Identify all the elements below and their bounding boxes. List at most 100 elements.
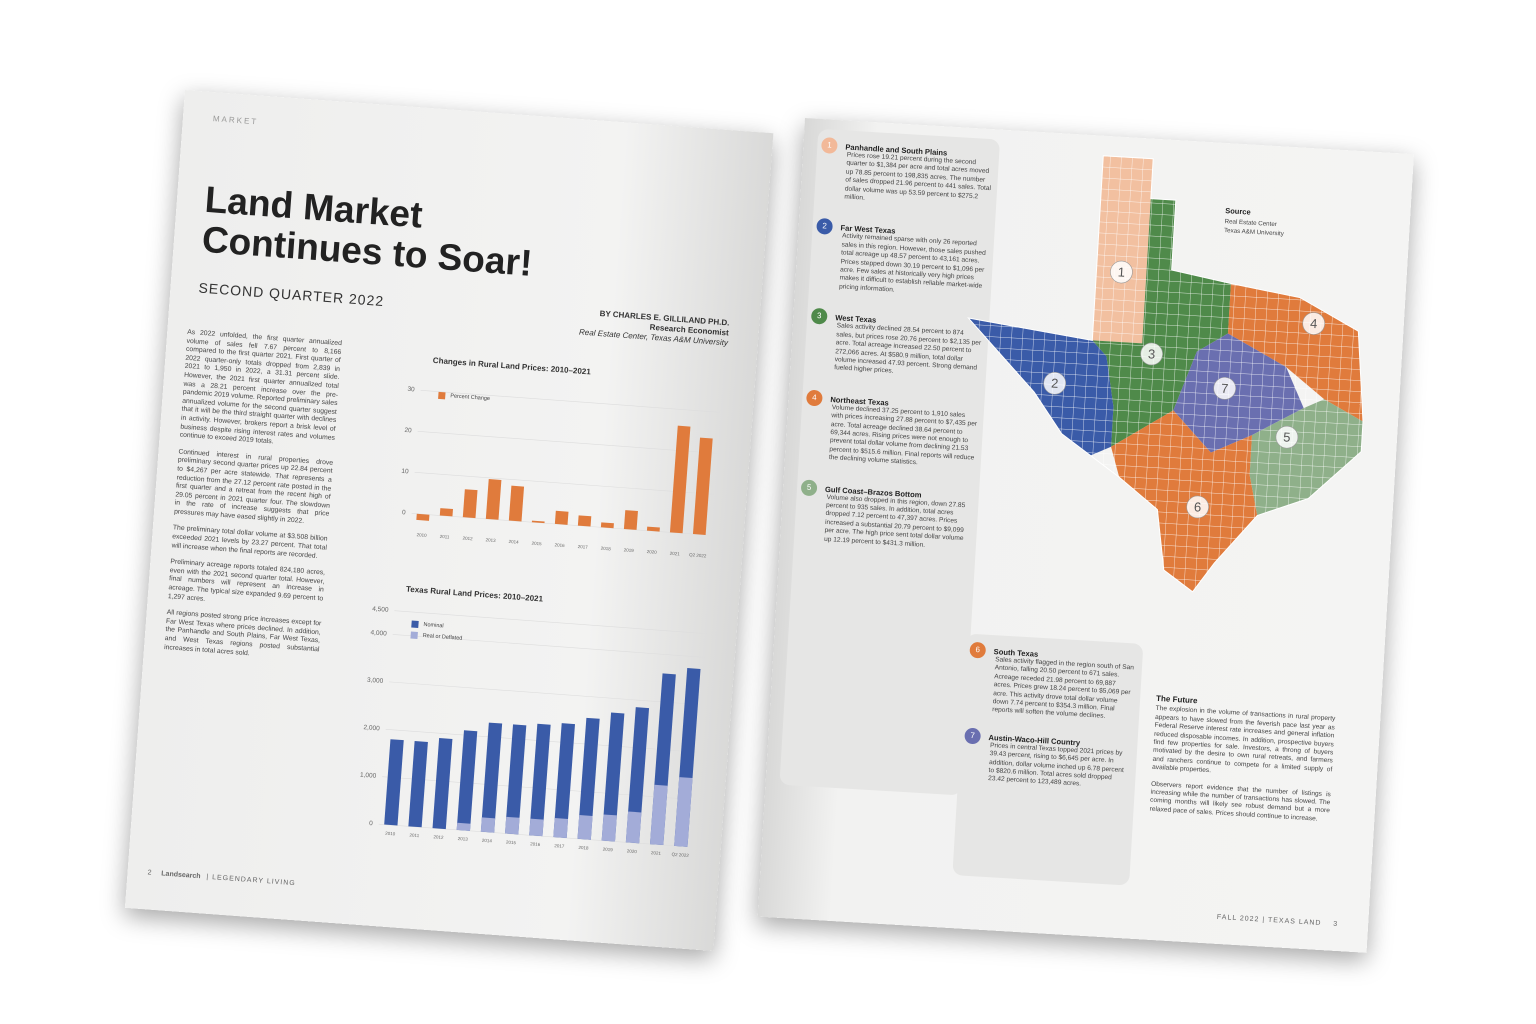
body-paragraph: The preliminary total dollar volume at $… <box>171 524 328 560</box>
x-tick-label: 2019 <box>603 847 614 853</box>
y-tick-label: 1,000 <box>360 772 377 780</box>
body-paragraph: Continued interest in rural properties d… <box>173 448 334 525</box>
bar <box>456 730 478 831</box>
section-label: MARKET <box>212 114 259 127</box>
bar <box>462 489 478 519</box>
grid-line <box>392 634 707 658</box>
map-label: 3 <box>1148 346 1156 361</box>
future-section: The Future The explosion in the volume o… <box>1149 694 1336 833</box>
x-tick-label: 2019 <box>624 547 635 553</box>
grid-line <box>414 472 714 495</box>
bar <box>577 515 592 527</box>
map-label: 2 <box>1051 376 1059 391</box>
bar <box>384 739 404 826</box>
region-number: 4 <box>805 389 823 407</box>
byline-block: BY CHARLES E. GILLILAND PH.D. Research E… <box>579 308 730 349</box>
bar <box>485 479 502 520</box>
map-label: 5 <box>1283 429 1291 444</box>
map-label: 7 <box>1221 381 1229 396</box>
x-tick-label: 2012 <box>433 834 444 840</box>
article-subtitle: SECOND QUARTER 2022 <box>197 279 385 310</box>
page-number: 3 <box>1333 920 1339 929</box>
region-column-2: 6 South Texas Sales activity flagged in th… <box>952 633 1144 886</box>
region-number: 5 <box>800 478 818 496</box>
grid-line <box>394 610 709 635</box>
bar <box>600 522 614 529</box>
left-page: MARKET Land Market Continues to Soar! SE… <box>124 90 774 952</box>
y-tick-label: 4,000 <box>370 629 387 637</box>
body-column: As 2022 unfolded, the first quarter annu… <box>163 329 342 672</box>
x-tick-label: 2017 <box>578 544 589 550</box>
y-tick-label: 30 <box>407 386 415 394</box>
x-tick-label: 2012 <box>462 536 473 542</box>
region-text: Sales activity flagged in the region sou… <box>992 656 1135 721</box>
right-page: 1 Panhandle and South Plains Prices rose 1… <box>757 118 1414 953</box>
y-tick-label: 3,000 <box>367 677 384 685</box>
bar <box>456 822 471 831</box>
region-number: 1 <box>820 137 838 154</box>
x-tick-label: 2013 <box>458 836 469 842</box>
percent-change-chart: Changes in Rural Land Prices: 2010–2021 0… <box>401 356 720 558</box>
bar <box>646 526 660 532</box>
x-tick-label: 2011 <box>409 832 420 838</box>
bar <box>601 712 625 842</box>
county-lines <box>967 155 1364 593</box>
article-title: Land Market Continues to Soar! <box>200 178 534 284</box>
x-tick-label: 2015 <box>506 840 517 846</box>
footer-right: FALL 2022 | TEXAS LAND 3 <box>1217 914 1339 928</box>
bar <box>529 818 544 837</box>
x-tick-label: 2016 <box>530 841 541 847</box>
bar <box>505 816 520 835</box>
x-tick-label: Q2 2022 <box>689 552 707 558</box>
region-entry: 6 South Texas Sales activity flagged in th… <box>969 641 1137 723</box>
bar <box>692 437 713 535</box>
region-entry: 3 West Texas Sales activity declined 28.54… <box>810 308 983 382</box>
brand: Landsearch <box>161 870 201 881</box>
bar <box>508 485 525 522</box>
y-tick-label: 20 <box>404 427 412 435</box>
grid-line <box>411 513 711 536</box>
region-text: Prices in central Texas topped 2021 pric… <box>987 741 1124 789</box>
region-entry: 5 Gulf Coast–Brazos Bottom Volume also dro… <box>800 478 973 553</box>
bar <box>531 520 545 524</box>
x-tick-label: 2021 <box>670 551 681 557</box>
source-line: Texas A&M University <box>1224 227 1285 238</box>
bar <box>577 815 593 840</box>
bar <box>554 510 569 525</box>
x-tick-label: 2021 <box>651 850 662 856</box>
texas-map: 1 2 3 4 5 6 7 Source Real Estate Center … <box>967 155 1364 593</box>
body-paragraph: As 2022 unfolded, the first quarter annu… <box>179 328 343 446</box>
x-tick-label: 2020 <box>647 549 658 555</box>
x-tick-label: 2017 <box>554 843 565 849</box>
x-tick-label: 2015 <box>531 541 542 547</box>
x-tick-label: 2014 <box>482 838 493 844</box>
map-label: 4 <box>1310 316 1318 331</box>
bar <box>669 425 691 534</box>
y-tick-label: 4,500 <box>372 606 389 614</box>
map-label: 1 <box>1117 264 1125 279</box>
bar <box>505 724 527 835</box>
region-number: 7 <box>964 727 982 745</box>
bar <box>625 707 650 844</box>
bar <box>553 723 575 838</box>
y-tick-label: 10 <box>401 468 409 476</box>
region-number: 6 <box>969 641 987 659</box>
bar <box>623 510 638 530</box>
region-entry: 4 Northeast Texas Volume declined 37.25 pe… <box>805 389 979 471</box>
bar <box>529 723 551 837</box>
grid-line <box>389 681 704 706</box>
region-entry: 1 Panhandle and South Plains Prices rose 1… <box>820 137 993 211</box>
bar <box>480 722 503 833</box>
legend-swatch <box>410 631 418 639</box>
bar <box>480 817 496 833</box>
legend-label: Nominal <box>423 622 444 629</box>
x-tick-label: 2018 <box>578 845 589 851</box>
x-tick-label: 2010 <box>416 532 427 538</box>
bar <box>625 811 642 844</box>
legend-label: Percent Change <box>450 393 490 402</box>
bar <box>439 508 453 517</box>
bar <box>601 814 617 842</box>
region-entry: 2 Far West Texas Activity remained sparse … <box>816 218 989 300</box>
grid-line <box>420 389 720 413</box>
bar <box>416 513 430 521</box>
